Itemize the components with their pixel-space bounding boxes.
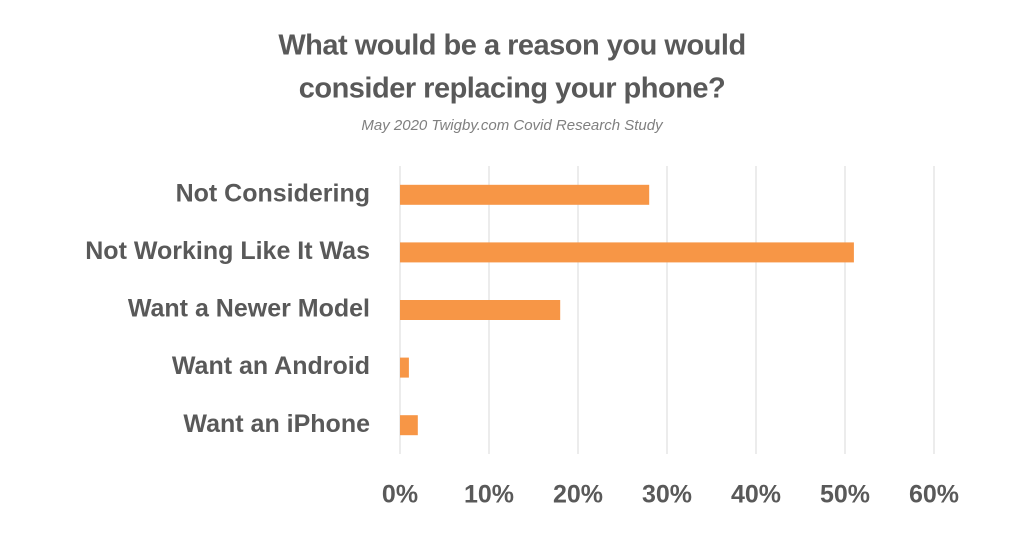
chart-title: consider replacing your phone?	[299, 73, 726, 105]
bar	[400, 242, 854, 263]
y-tick-label: Want a Newer Model	[128, 295, 370, 323]
bar	[400, 357, 409, 378]
x-tick-label: 50%	[820, 481, 870, 509]
y-tick-label: Want an iPhone	[183, 410, 370, 438]
bar	[400, 300, 561, 320]
x-tick-label: 20%	[553, 481, 603, 509]
bar	[400, 415, 418, 436]
bar	[400, 184, 650, 205]
y-tick-label: Not Considering	[176, 179, 370, 207]
x-tick-label: 40%	[731, 481, 781, 509]
x-tick-label: 0%	[382, 481, 418, 509]
chart-subtitle: May 2020 Twigby.com Covid Research Study	[361, 117, 664, 134]
x-tick-label: 30%	[642, 481, 692, 509]
x-tick-label: 10%	[464, 481, 514, 509]
y-tick-label: Not Working Like It Was	[85, 237, 370, 265]
x-tick-label: 60%	[909, 481, 959, 509]
chart-title: What would be a reason you would	[278, 30, 745, 62]
y-tick-label: Want an Android	[172, 352, 370, 380]
